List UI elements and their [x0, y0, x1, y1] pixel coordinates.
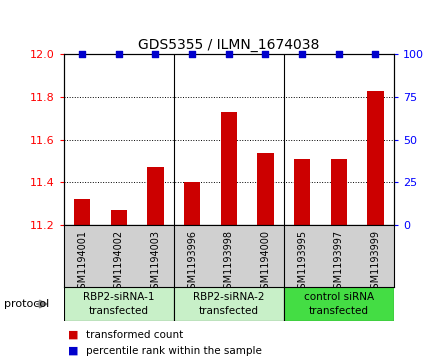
Point	[152, 52, 159, 57]
Bar	[74, 200, 90, 225]
Bar	[330, 159, 347, 225]
Point	[262, 52, 269, 57]
Point	[225, 52, 232, 57]
Point	[335, 52, 342, 57]
Bar	[110, 210, 127, 225]
Point	[189, 52, 196, 57]
Text: percentile rank within the sample: percentile rank within the sample	[86, 346, 262, 356]
Bar	[284, 287, 394, 321]
Point	[372, 52, 379, 57]
Bar	[174, 287, 284, 321]
Point	[115, 52, 122, 57]
Bar	[64, 287, 174, 321]
Text: GSM1193996: GSM1193996	[187, 230, 197, 295]
Bar	[184, 183, 200, 225]
Bar	[257, 152, 274, 225]
Text: GSM1194002: GSM1194002	[114, 230, 124, 295]
Text: ■: ■	[68, 330, 79, 340]
Bar	[147, 167, 164, 225]
Text: control siRNA
transfected: control siRNA transfected	[304, 293, 374, 315]
Text: GSM1194001: GSM1194001	[77, 230, 87, 295]
Title: GDS5355 / ILMN_1674038: GDS5355 / ILMN_1674038	[138, 38, 319, 52]
Point	[299, 52, 306, 57]
Text: protocol: protocol	[4, 299, 50, 309]
Point	[79, 52, 86, 57]
Text: GSM1193999: GSM1193999	[370, 230, 381, 295]
Text: GSM1193997: GSM1193997	[334, 230, 344, 295]
Text: GSM1194000: GSM1194000	[260, 230, 271, 295]
Text: transformed count: transformed count	[86, 330, 183, 340]
Text: GSM1193998: GSM1193998	[224, 230, 234, 295]
Text: RBP2-siRNA-1
transfected: RBP2-siRNA-1 transfected	[83, 293, 154, 315]
Text: GSM1194003: GSM1194003	[150, 230, 161, 295]
Text: ■: ■	[68, 346, 79, 356]
Bar	[294, 159, 310, 225]
Bar	[220, 112, 237, 225]
Bar	[367, 91, 384, 225]
Text: GSM1193995: GSM1193995	[297, 230, 307, 295]
Text: RBP2-siRNA-2
transfected: RBP2-siRNA-2 transfected	[193, 293, 264, 315]
